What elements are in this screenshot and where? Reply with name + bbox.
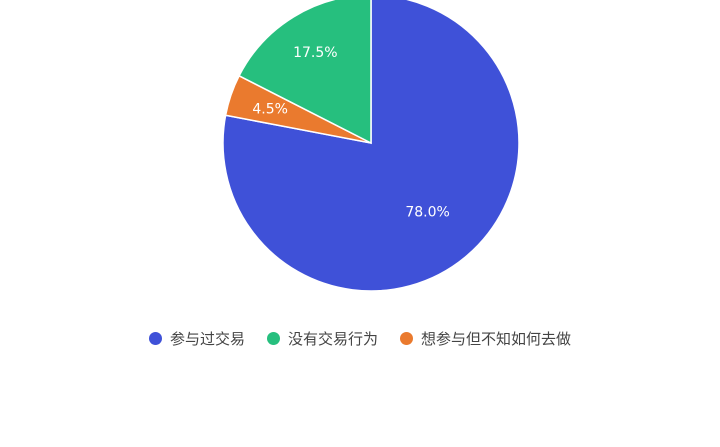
slice-traded-label: 78.0% bbox=[405, 204, 449, 220]
legend: 参与过交易 没有交易行为 想参与但不知如何去做 bbox=[0, 328, 720, 349]
legend-item-no-trade[interactable]: 没有交易行为 bbox=[266, 328, 378, 349]
slice-no-trade-label: 17.5% bbox=[293, 45, 337, 61]
legend-label-traded: 参与过交易 bbox=[169, 330, 245, 348]
legend-dot-want-to-join bbox=[400, 332, 413, 345]
legend-dot-no-trade bbox=[266, 332, 280, 345]
slice-no-trade[interactable] bbox=[238, 0, 372, 145]
legend-item-want-to-join[interactable]: 想参与但不知如何去做 bbox=[400, 328, 571, 349]
slice-traded[interactable] bbox=[222, 0, 520, 292]
legend-item-traded[interactable]: 参与过交易 bbox=[148, 328, 245, 349]
legend-label-want-to-join: 想参与但不知如何去做 bbox=[421, 330, 572, 348]
slice-want-to-join-label: 4.5% bbox=[252, 101, 288, 117]
legend-label-no-trade: 没有交易行为 bbox=[287, 330, 378, 348]
legend-dot-traded bbox=[148, 332, 162, 345]
